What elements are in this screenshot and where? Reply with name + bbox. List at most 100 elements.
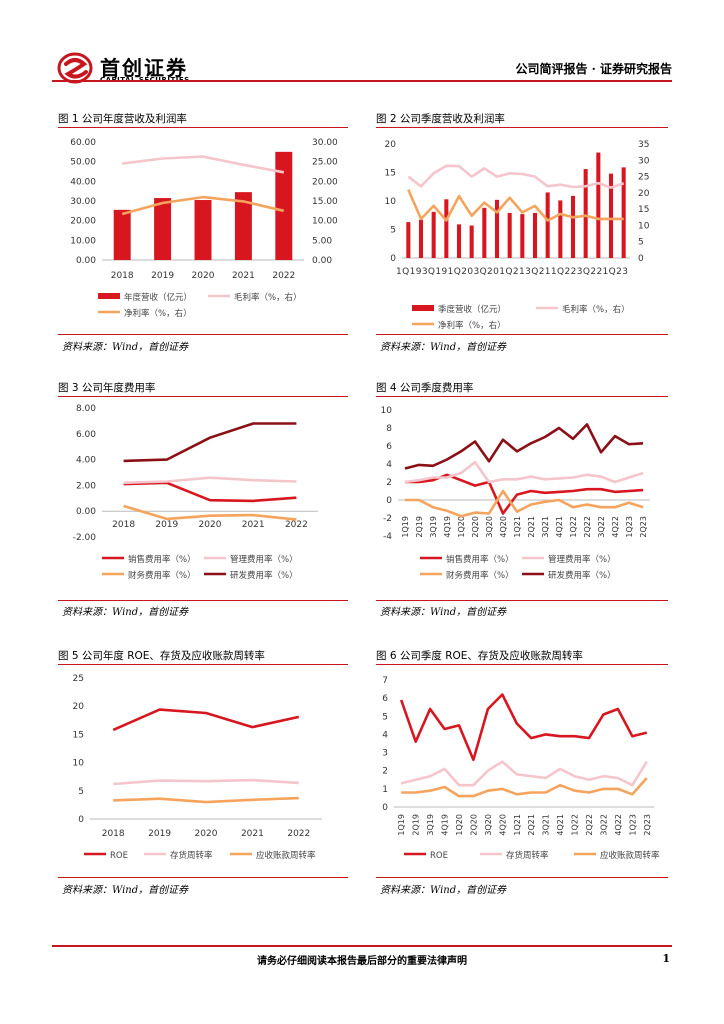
fig2-bar <box>418 219 424 258</box>
fig1-legend-swatch <box>98 293 120 299</box>
fig4-series-line-1 <box>404 460 644 484</box>
fig6-ytick: 5 <box>382 712 388 722</box>
fig4-ytick: 6 <box>386 442 392 452</box>
fig2-bar <box>494 199 500 258</box>
fig4-xtick-label: 3Q21 <box>541 516 550 538</box>
fig2-y2tick: 0 <box>638 254 644 264</box>
fig4-xtick-label: 1Q23 <box>625 516 634 538</box>
fig2-y2tick: 35 <box>638 140 649 150</box>
fig1-legend-label: 毛利率（%，右） <box>234 292 302 303</box>
fig2-source-rule <box>376 334 668 335</box>
fig4-xtick-label: 4Q20 <box>499 516 508 538</box>
fig4-ytick: 0 <box>386 496 392 506</box>
fig3-xtick-label: 2020 <box>199 520 222 530</box>
fig4-legend-label: 管理费用率（%） <box>548 554 616 565</box>
fig2-y2tick: 30 <box>638 156 650 166</box>
fig4-xtick-label: 4Q21 <box>555 516 564 538</box>
fig5-source: 资料来源：Wind，首创证券 <box>62 885 189 896</box>
fig4-xtick-label: 1Q20 <box>457 516 466 538</box>
fig1-chart: 60.00 50.00 40.00 30.00 20.00 10.00 0.00 30.00 2… <box>70 138 338 319</box>
fig6-xtick-label: 2Q21 <box>527 814 536 836</box>
fig1-xtick-label: 2020 <box>192 271 215 281</box>
fig6-legend-label: 存货周转率 <box>506 850 549 861</box>
fig2-bar <box>444 199 449 258</box>
fig3-ytick: 6.00 <box>76 430 96 440</box>
fig2-bar <box>596 152 601 258</box>
fig3-source: 资料来源：Wind，首创证券 <box>62 607 189 618</box>
fig2-bar <box>406 222 411 258</box>
fig6-series-line-2 <box>401 777 648 798</box>
fig5-ytick: 5 <box>78 787 84 797</box>
fig5-xtick-label: 2019 <box>148 829 171 839</box>
fig1-ytick: 30.00 <box>70 197 96 207</box>
fig4-series-line-3 <box>404 423 644 470</box>
fig2-bar <box>520 214 525 258</box>
fig2-bar <box>558 200 563 258</box>
fig2-legend-swatch <box>412 305 434 311</box>
fig3-legend-label: 管理费用率（%） <box>230 554 298 565</box>
fig2-bar <box>456 224 462 258</box>
fig6-chart: 7 6 5 4 3 2 1 0 1Q19 2Q19 3Q19 4Q19 1Q20 2Q20 3Q20 4Q20… <box>382 676 660 861</box>
fig2-y2tick: 5 <box>638 238 644 248</box>
fig2-ytick: 20 <box>385 140 397 150</box>
fig2-bar <box>545 192 550 258</box>
fig4-xtick-label: 2Q22 <box>583 516 592 538</box>
fig1-bar <box>194 200 212 260</box>
fig2-bar <box>583 169 588 258</box>
fig4-xtick-label: 1Q21 <box>513 516 522 538</box>
fig6-xtick-label: 4Q22 <box>614 814 623 836</box>
fig1-xtick-label: 2022 <box>272 271 295 281</box>
fig6-source: 资料来源：Wind，首创证券 <box>380 885 507 896</box>
fig2-series-line-1 <box>407 164 625 189</box>
fig1-title: 图 1 公司年度营收及利润率 <box>58 113 187 125</box>
fig1-bar <box>154 198 172 260</box>
fig4-source: 资料来源：Wind，首创证券 <box>380 607 507 618</box>
fig4-ytick: 10 <box>381 406 393 416</box>
fig1-ytick: 10.00 <box>70 236 96 246</box>
fig1-ytick: 60.00 <box>70 138 96 148</box>
fig4-series-line-2 <box>405 489 644 518</box>
fig5-title-rule <box>58 664 348 665</box>
fig3-series-line-1 <box>123 476 297 485</box>
fig2-ytick: 0 <box>390 254 396 264</box>
fig2-bar <box>621 167 626 258</box>
fig5-ytick: 20 <box>73 702 85 712</box>
fig6-xtick-label: 3Q22 <box>599 814 608 836</box>
fig1-y2tick: 15.00 <box>312 197 338 207</box>
fig1-ytick: 20.00 <box>70 217 96 227</box>
fig2-legend-label: 净利率（%，右） <box>438 320 506 331</box>
fig2-y2tick: 25 <box>638 173 649 183</box>
fig4-xtick-label: 1Q19 <box>401 516 410 538</box>
fig1-ytick: 0.00 <box>76 256 96 266</box>
fig6-ytick: 2 <box>382 767 388 777</box>
fig6-ytick: 0 <box>382 803 388 813</box>
fig6-xtick-label: 4Q20 <box>498 814 507 836</box>
fig3-xtick-label: 2019 <box>155 520 178 530</box>
fig4-ytick: 8 <box>386 424 392 434</box>
fig5-ytick: 25 <box>73 674 84 684</box>
fig6-xtick-label: 2Q19 <box>412 814 421 836</box>
fig3-legend-label: 财务费用率（%） <box>128 570 196 581</box>
fig2-bar <box>482 207 487 258</box>
fig5-xtick-label: 2022 <box>287 829 310 839</box>
fig2-bar <box>532 212 538 258</box>
fig5-title: 图 5 公司年度 ROE、存货及应收账款周转率 <box>58 650 265 662</box>
fig5-series-line-1 <box>113 778 299 786</box>
fig3-series-line-0 <box>123 481 297 503</box>
fig2-bar <box>507 212 512 258</box>
fig6-xtick-label: 1Q21 <box>513 814 522 836</box>
fig6-ytick: 6 <box>382 694 388 704</box>
fig4-xtick-label: 4Q22 <box>611 516 620 538</box>
fig3-ytick: 4.00 <box>76 456 96 466</box>
fig4-ytick: -4 <box>383 532 392 542</box>
fig6-series-line-1 <box>400 760 648 787</box>
fig6-xtick-label: 2Q20 <box>469 814 478 836</box>
fig2-series-line-2 <box>407 189 624 222</box>
fig2-y2tick: 10 <box>638 221 650 231</box>
fig2-ytick: 15 <box>385 169 396 179</box>
fig4-ytick: 4 <box>386 460 392 470</box>
fig1-ytick: 50.00 <box>70 158 96 168</box>
fig2-source: 资料来源：Wind，首创证券 <box>380 342 507 353</box>
fig5-chart: 25 20 15 10 5 0 2018 2019 2020 2021 2022 ROE 存货周转率 应收… <box>73 674 322 861</box>
fig4-legend-label: 财务费用率（%） <box>446 570 514 581</box>
